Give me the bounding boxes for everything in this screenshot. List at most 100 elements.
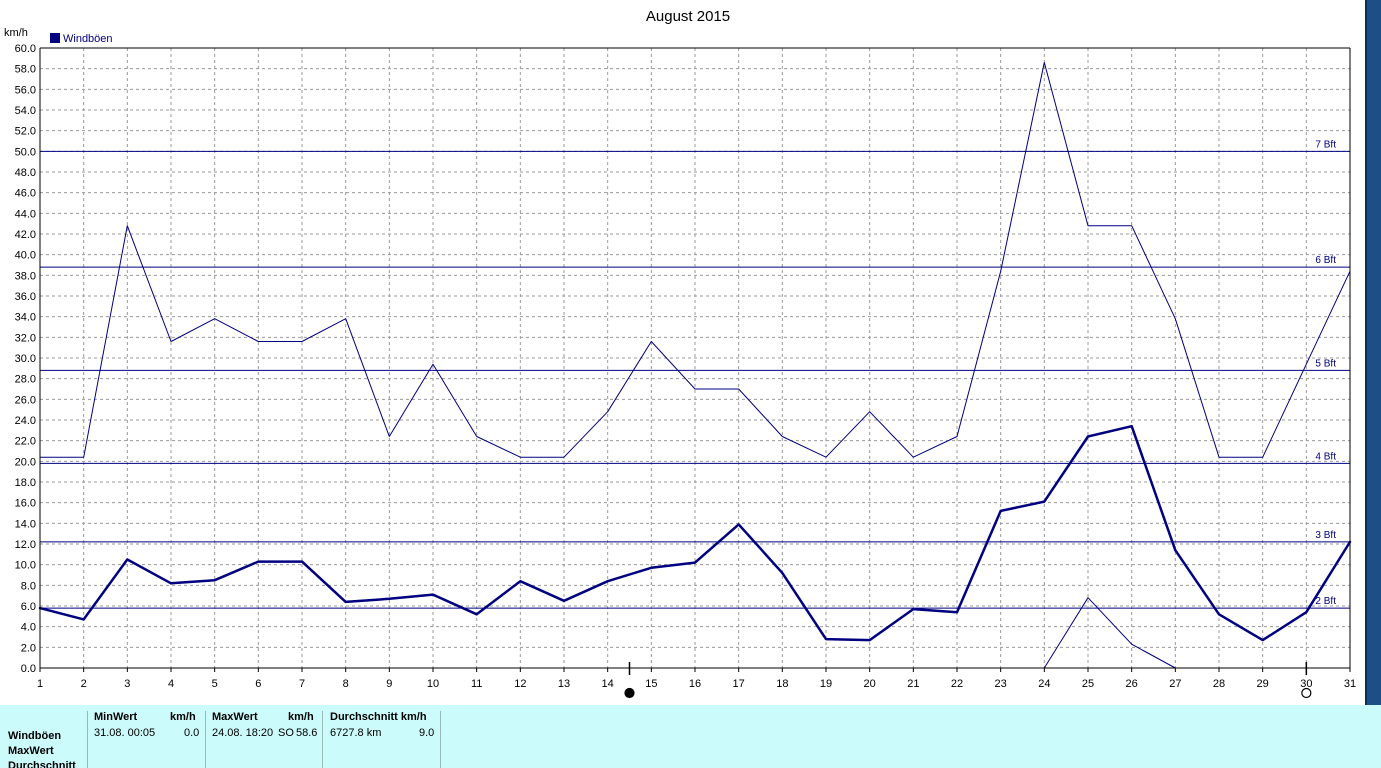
x-tick-label: 5 [212, 678, 218, 690]
y-tick-label: 20.0 [15, 456, 36, 468]
x-tick-label: 10 [427, 678, 439, 690]
x-tick-label: 17 [733, 678, 745, 690]
max-column: MaxWert km/h 24.08. 18:20 SO 58.6 [205, 711, 323, 768]
y-axis-unit: km/h [4, 27, 28, 39]
y-tick-label: 28.0 [15, 374, 36, 386]
x-tick-label: 13 [558, 678, 570, 690]
x-tick-label: 11 [471, 678, 482, 690]
y-tick-label: 32.0 [15, 332, 36, 344]
max-direction: SO [278, 727, 294, 739]
y-tick-label: 12.0 [15, 539, 36, 551]
data-series [38, 62, 1352, 669]
x-tick-label: 26 [1126, 678, 1138, 690]
y-tick-label: 34.0 [15, 312, 36, 324]
y-tick-label: 10.0 [15, 560, 36, 572]
x-tick-label: 8 [343, 678, 349, 690]
avg-distance: 6727.8 km [330, 727, 382, 739]
max-value: 58.6 [296, 727, 318, 739]
avg-column: Durchschnitt km/h 6727.8 km 9.0 [322, 711, 441, 768]
y-tick-label: 24.0 [15, 415, 36, 427]
min-value: 0.0 [184, 727, 200, 739]
y-tick-label: 40.0 [15, 250, 36, 262]
max-date: 24.08. 18:20 [212, 727, 274, 739]
x-tick-label: 3 [124, 678, 130, 690]
y-tick-label: 60.0 [15, 43, 36, 55]
y-tick-label: 54.0 [15, 105, 36, 117]
x-tick-label: 4 [168, 678, 174, 690]
y-tick-label: 48.0 [15, 167, 36, 179]
y-tick-label: 4.0 [21, 622, 36, 634]
series-line [39, 62, 1351, 458]
x-tick-label: 27 [1169, 678, 1181, 690]
x-tick-label: 24 [1038, 678, 1050, 690]
x-tick-label: 25 [1082, 678, 1094, 690]
x-tick-label: 6 [255, 678, 261, 690]
x-tick-label: 31 [1344, 678, 1356, 690]
min-date: 31.08. 00:05 [94, 727, 156, 739]
y-tick-label: 44.0 [15, 208, 36, 220]
y-tick-label: 50.0 [15, 146, 36, 158]
series-line [1043, 597, 1176, 669]
grid [39, 47, 1351, 669]
x-tick-label: 12 [514, 678, 526, 690]
stats-row-label: MaxWert [8, 745, 54, 757]
reference-line-label: 7 Bft [1315, 139, 1336, 150]
reference-line-label: 6 Bft [1315, 255, 1336, 266]
x-tick-label: 2 [81, 678, 87, 690]
series-line [38, 424, 1352, 642]
y-tick-label: 30.0 [15, 353, 36, 365]
x-tick-label: 20 [864, 678, 876, 690]
full-moon-icon [1301, 687, 1312, 699]
stats-row-labels: Windböen MaxWert Durchschnitt [8, 729, 76, 768]
y-tick-label: 58.0 [15, 64, 36, 76]
y-tick-label: 52.0 [15, 126, 36, 138]
y-tick-label: 42.0 [15, 229, 36, 241]
y-tick-label: 16.0 [15, 498, 36, 510]
reference-line-label: 3 Bft [1315, 530, 1336, 541]
wind-gust-chart: August 2015 km/h Windböen 2 Bft 3 Bft 4 Bf… [4, 8, 1357, 699]
x-tick-label: 7 [299, 678, 305, 690]
x-tick-label: 15 [645, 678, 657, 690]
axes: 0.0 2.0 4.0 6.0 8.0 10.0 12.0 14.0 16.0 18.0 20.0 2… [15, 43, 1357, 690]
min-unit: km/h [170, 711, 196, 723]
stats-row-label: Windböen [8, 730, 62, 742]
reference-line-label: 5 Bft [1315, 358, 1336, 369]
new-moon-icon [624, 687, 635, 699]
x-tick-label: 16 [689, 678, 701, 690]
x-tick-label: 28 [1213, 678, 1225, 690]
y-tick-label: 46.0 [15, 188, 36, 200]
y-tick-label: 14.0 [15, 518, 36, 530]
max-unit: km/h [288, 711, 314, 723]
chart-title: August 2015 [646, 8, 730, 25]
legend-swatch [50, 33, 60, 43]
min-header: MinWert [94, 711, 138, 723]
stats-divider [440, 711, 442, 768]
x-tick-label: 21 [907, 678, 919, 690]
beaufort-reference-lines: 2 Bft 3 Bft 4 Bft 5 Bft 6 Bft 7 Bft [40, 139, 1350, 609]
y-tick-label: 36.0 [15, 291, 36, 303]
legend-label: Windböen [63, 33, 113, 45]
y-tick-label: 38.0 [15, 270, 36, 282]
max-header: MaxWert [212, 711, 258, 723]
moon-phase-markers [624, 662, 1312, 699]
x-tick-label: 19 [820, 678, 832, 690]
y-tick-label: 56.0 [15, 84, 36, 96]
y-tick-label: 8.0 [21, 580, 36, 592]
x-tick-label: 29 [1257, 678, 1269, 690]
stats-row-label: Durchschnitt [8, 760, 76, 768]
reference-line-label: 4 Bft [1315, 451, 1336, 462]
reference-line-label: 2 Bft [1315, 596, 1336, 607]
y-tick-label: 22.0 [15, 436, 36, 448]
y-tick-label: 2.0 [21, 642, 36, 654]
x-tick-label: 18 [776, 678, 788, 690]
x-tick-label: 22 [951, 678, 963, 690]
x-tick-label: 1 [37, 678, 43, 690]
min-column: MinWert km/h 31.08. 00:05 0.0 [87, 711, 206, 768]
x-tick-label: 23 [995, 678, 1007, 690]
stats-panel: Windböen MaxWert Durchschnitt MinWert km… [0, 705, 1381, 768]
y-tick-label: 0.0 [21, 663, 36, 675]
y-tick-label: 18.0 [15, 477, 36, 489]
window-edge [1365, 0, 1381, 705]
y-tick-label: 6.0 [21, 601, 36, 613]
y-tick-label: 26.0 [15, 394, 36, 406]
